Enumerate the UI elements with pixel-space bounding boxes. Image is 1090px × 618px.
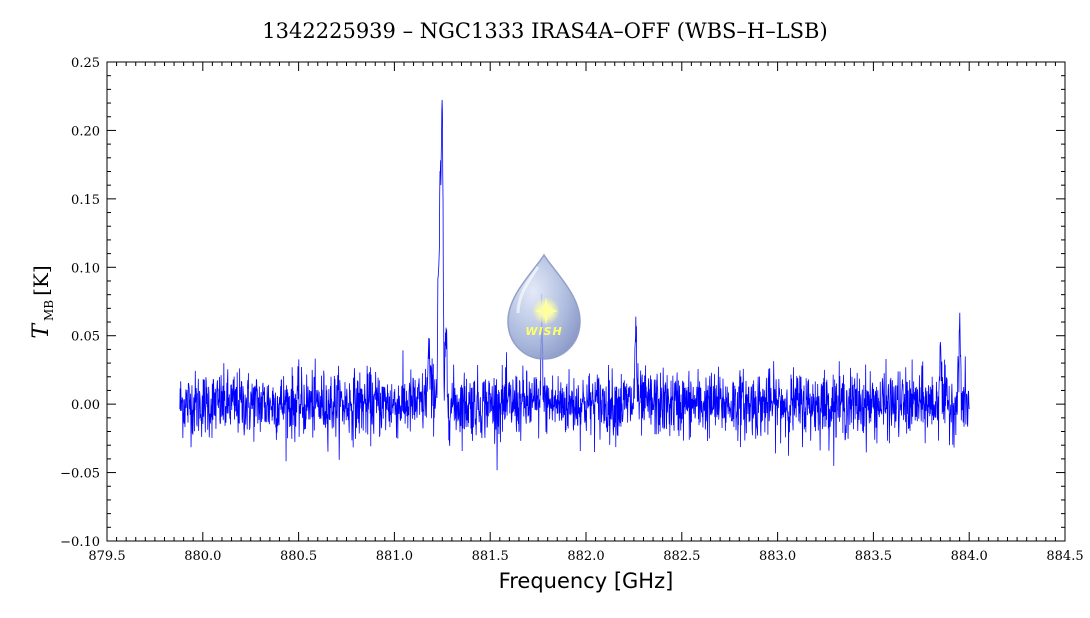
plot-frame: [106, 61, 1066, 542]
star-icon: [534, 297, 558, 325]
x-axis-title: Frequency [GHz]: [499, 569, 674, 593]
x-tick-label: 884.0: [951, 549, 988, 564]
y-tick-label: 0.20: [71, 124, 100, 139]
x-tick-label: 883.0: [759, 549, 796, 564]
x-tick-label: 880.5: [280, 549, 317, 564]
y-tick-label: 0.10: [71, 261, 100, 276]
x-tick-labels: 879.5 880.0 880.5 881.0 881.5 882.0 882.5 883.0…: [88, 549, 1083, 564]
x-tick-label: 883.5: [855, 549, 892, 564]
x-tick-label: 881.5: [472, 549, 509, 564]
spectrum-line: [179, 99, 970, 471]
x-tick-label: 882.5: [663, 549, 700, 564]
y-tick-label: 0.00: [71, 398, 100, 413]
x-tick-label: 881.0: [376, 549, 413, 564]
wish-logo: WISH: [507, 253, 581, 360]
y-tick-label: −0.05: [60, 467, 100, 482]
x-tick-label: 882.0: [567, 549, 604, 564]
chart-title: 1342225939 – NGC1333 IRAS4A–OFF (WBS–H–L…: [262, 19, 827, 43]
x-tick-label: 879.5: [88, 549, 125, 564]
y-tick-label: 0.05: [71, 330, 100, 345]
x-tick-label: 884.5: [1046, 549, 1083, 564]
y-tick-labels: −0.10 −0.05 0.00 0.05 0.10 0.15 0.20 0.25: [60, 56, 100, 550]
axis-ticks: [106, 61, 1066, 542]
y-tick-label: 0.15: [71, 193, 100, 208]
y-tick-label: −0.10: [60, 535, 100, 550]
svg-text:TMB[K]: TMB[K]: [29, 265, 56, 338]
x-tick-label: 880.0: [184, 549, 221, 564]
logo-text: WISH: [525, 325, 562, 338]
y-tick-label: 0.25: [71, 56, 100, 71]
y-axis-title: TMB[K]: [29, 265, 56, 338]
